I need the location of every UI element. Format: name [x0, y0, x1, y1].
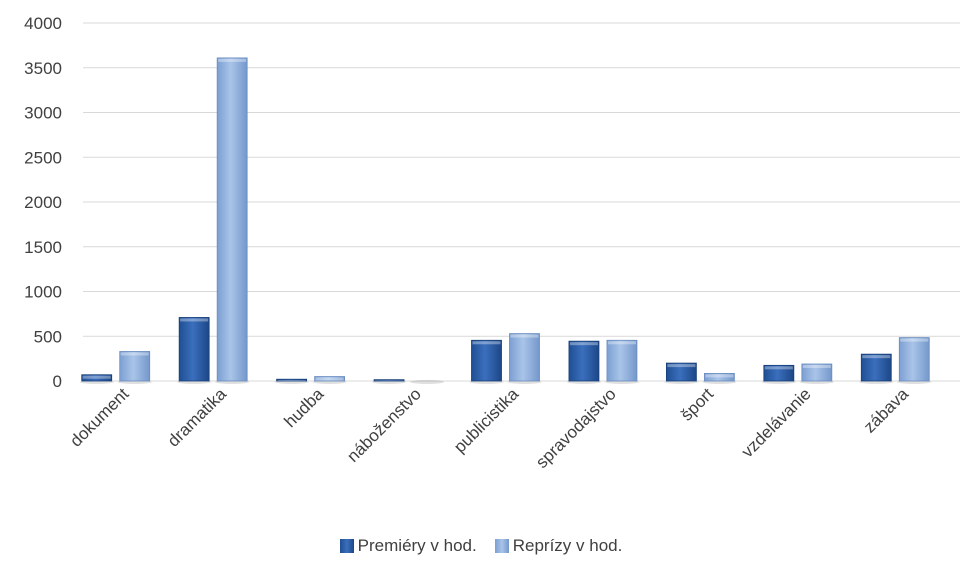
- legend-label-premiery: Premiéry v hod.: [357, 536, 477, 555]
- x-tick-label: dokument: [66, 384, 132, 450]
- y-tick-label: 1500: [24, 238, 62, 257]
- bar-highlight: [705, 374, 734, 378]
- bar-highlight: [510, 334, 539, 338]
- bar-highlight: [82, 375, 111, 379]
- y-tick-label: 3500: [24, 59, 62, 78]
- bar-reprizy: [606, 339, 638, 382]
- bar-premiery: [763, 364, 795, 382]
- y-tick-label: 2500: [24, 148, 62, 167]
- bar-reprizy: [216, 57, 248, 382]
- y-tick-label: 4000: [24, 14, 62, 33]
- bar-premiery: [568, 340, 600, 382]
- legend-swatch-premiery: [339, 539, 354, 553]
- bar-reprizy: [801, 363, 833, 382]
- gridlines: [83, 22, 960, 382]
- bar-highlight: [607, 341, 636, 345]
- bar-highlight: [315, 377, 344, 381]
- bar-highlight: [120, 352, 149, 356]
- legend-label-reprizy: Reprízy v hod.: [512, 536, 623, 555]
- x-tick-label: šport: [677, 384, 717, 424]
- bar-premiery: [665, 362, 697, 382]
- bar-premiery: [860, 353, 892, 382]
- legend-swatch-reprizy: [494, 539, 509, 553]
- bar-reprizy: [119, 351, 151, 382]
- x-tick-label: dramatika: [164, 384, 231, 451]
- bar-reprizy: [898, 337, 930, 382]
- bar-premiery: [471, 339, 502, 382]
- bar-highlight: [180, 318, 209, 322]
- x-tick-label: hudba: [281, 384, 328, 431]
- bar-highlight: [218, 58, 247, 62]
- bar-highlight: [862, 355, 891, 359]
- y-axis-ticks: 0 500 1000 1500 2000 2500 3000 3500 4000: [24, 14, 62, 391]
- bar-premiery: [276, 378, 308, 382]
- x-tick-label: zábava: [860, 384, 913, 437]
- bar-premiery: [178, 317, 210, 382]
- x-tick-label: spravodajstvo: [532, 384, 620, 472]
- y-tick-label: 1000: [24, 283, 62, 302]
- bar-premiery: [81, 374, 113, 382]
- y-tick-label: 2000: [24, 193, 62, 212]
- x-tick-label: náboženstvo: [343, 384, 425, 466]
- bar-highlight: [277, 380, 306, 381]
- bar-highlight: [569, 342, 598, 346]
- bar-reprizy: [703, 372, 735, 382]
- legend-item-reprizy: Reprízy v hod.: [494, 536, 623, 556]
- bar-chart: 0 500 1000 1500 2000 2500 3000 3500 4000 dokumen…: [24, 14, 960, 472]
- bar-premiery: [373, 379, 405, 382]
- y-tick-label: 3000: [24, 104, 62, 123]
- y-tick-label: 500: [34, 327, 62, 346]
- bar-shadow: [410, 380, 445, 384]
- x-axis-ticks: dokument dramatika hudba náboženstvo publici…: [66, 384, 912, 472]
- x-tick-label: publicistika: [450, 384, 523, 457]
- bar-reprizy: [314, 376, 346, 382]
- bars: [79, 57, 932, 384]
- x-tick-label: vzdelávanie: [738, 384, 815, 461]
- legend-item-premiery: Premiéry v hod.: [339, 536, 477, 556]
- bar-highlight: [764, 366, 793, 370]
- y-tick-label: 0: [53, 372, 62, 391]
- bar-highlight: [802, 364, 831, 368]
- bar-highlight: [472, 341, 501, 345]
- bar-highlight: [667, 364, 696, 368]
- bar-highlight: [900, 338, 929, 342]
- legend: Premiéry v hod. Reprízy v hod.: [0, 536, 962, 556]
- bar-reprizy: [509, 333, 540, 382]
